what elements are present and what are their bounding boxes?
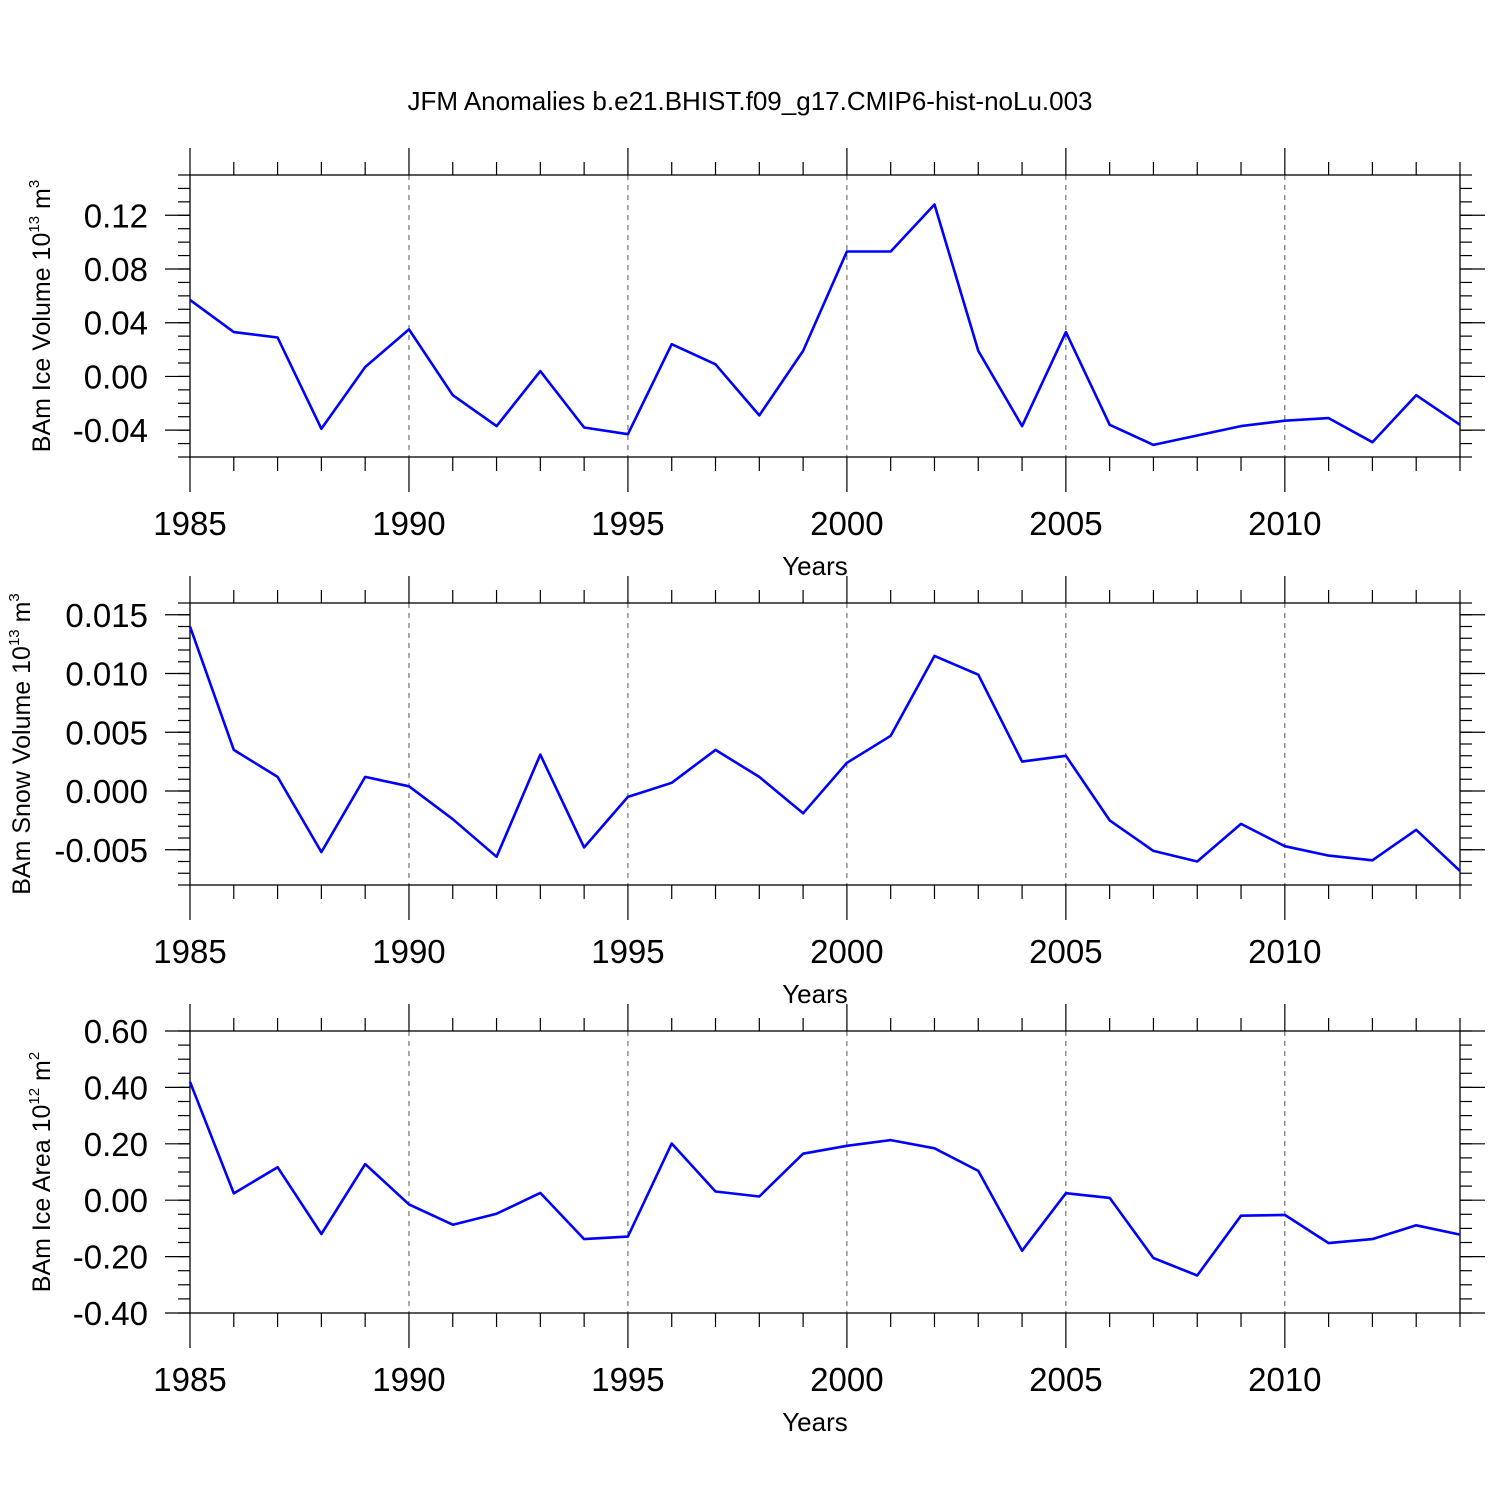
x-axis-label: Years xyxy=(782,1407,848,1437)
snow-volume-series-line xyxy=(188,626,1461,872)
y-tick-label: -0.005 xyxy=(54,832,148,869)
y-tick-label: 0.40 xyxy=(84,1069,148,1106)
y-tick-label: 0.000 xyxy=(65,773,148,810)
x-tick-label-2005: 2005 xyxy=(1029,505,1102,542)
y-axis-label: BAm Ice Area 1012 m2 xyxy=(26,1052,56,1292)
ice-volume-panel: 1985 1990 1995 2000 2005 2010 -0.04 0.00 0.04 0.0… xyxy=(26,148,1485,581)
y-axis-label-superscript: 12 xyxy=(26,1088,43,1105)
y-tick-label: 0.00 xyxy=(84,1182,148,1219)
y-tick-label: -0.40 xyxy=(73,1295,148,1332)
y-axis-label-part: BAm Ice Area 10 xyxy=(28,1105,56,1293)
y-axis-label-superscript: 13 xyxy=(26,216,43,233)
y-axis-label: BAm Ice Volume 1013 m3 xyxy=(26,180,56,452)
x-tick-label-1995: 1995 xyxy=(591,505,664,542)
x-tick-label-2000: 2000 xyxy=(810,505,883,542)
y-axis-label-superscript: 3 xyxy=(26,180,43,188)
y-tick-label: 0.12 xyxy=(84,197,148,234)
y-axis-label: BAm Snow Volume 1013 m3 xyxy=(6,593,36,895)
y-axis-label-superscript: 3 xyxy=(6,593,23,601)
x-tick-label-2000: 2000 xyxy=(810,933,883,970)
y-tick-label: 0.005 xyxy=(65,714,148,751)
x-tick-label-1995: 1995 xyxy=(591,933,664,970)
x-tick-label-2010: 2010 xyxy=(1248,505,1321,542)
x-tick-label-2000: 2000 xyxy=(810,1361,883,1398)
x-tick-label-1985: 1985 xyxy=(153,1361,226,1398)
x-axis-label: Years xyxy=(782,551,848,581)
y-tick-label: 0.00 xyxy=(84,358,148,395)
figure-title: JFM Anomalies b.e21.BHIST.f09_g17.CMIP6-… xyxy=(407,86,1092,116)
y-axis-label-part: m xyxy=(28,188,56,216)
y-axis-label-superscript: 2 xyxy=(26,1052,43,1060)
x-tick-label-1985: 1985 xyxy=(153,505,226,542)
x-tick-label-2005: 2005 xyxy=(1029,1361,1102,1398)
plot-frame xyxy=(189,602,1461,886)
x-tick-label-1995: 1995 xyxy=(591,1361,664,1398)
y-tick-label: 0.015 xyxy=(65,597,148,634)
plot-frame xyxy=(189,174,1461,458)
y-axis-label-superscript: 13 xyxy=(6,629,23,646)
ice-area-panel: 1985 1990 1995 2000 2005 2010 -0.40 -0.20 0.00 0.… xyxy=(26,1004,1485,1437)
y-tick-label: 0.010 xyxy=(65,656,148,693)
plot-frame xyxy=(189,1030,1461,1314)
ice-volume-series-line xyxy=(189,203,1461,447)
y-tick-label: 0.08 xyxy=(84,251,148,288)
y-tick-label: 0.60 xyxy=(84,1013,148,1050)
y-tick-label: -0.04 xyxy=(73,412,148,449)
x-axis-label: Years xyxy=(782,979,848,1009)
y-axis-label-part: BAm Ice Volume 10 xyxy=(28,233,56,453)
y-axis-label-part: m xyxy=(8,602,36,630)
x-tick-label-1990: 1990 xyxy=(372,505,445,542)
y-axis-label-part: m xyxy=(28,1060,56,1088)
x-tick-label-1990: 1990 xyxy=(372,933,445,970)
x-tick-label-2010: 2010 xyxy=(1248,1361,1321,1398)
x-tick-label-2005: 2005 xyxy=(1029,933,1102,970)
x-tick-label-1985: 1985 xyxy=(153,933,226,970)
snow-volume-panel: 1985 1990 1995 2000 2005 2010 -0.005 0.000 0.005… xyxy=(6,576,1485,1009)
plots: 1985 1990 1995 2000 2005 2010 -0.04 0.00 0.04 0.0… xyxy=(6,148,1485,1437)
y-tick-label: -0.20 xyxy=(73,1239,148,1276)
x-tick-label-1990: 1990 xyxy=(372,1361,445,1398)
x-tick-label-2010: 2010 xyxy=(1248,933,1321,970)
y-axis-label-part: BAm Snow Volume 10 xyxy=(8,646,36,895)
y-tick-label: 0.04 xyxy=(84,305,148,342)
ice-area-series-line xyxy=(188,1081,1461,1277)
y-tick-label: 0.20 xyxy=(84,1126,148,1163)
